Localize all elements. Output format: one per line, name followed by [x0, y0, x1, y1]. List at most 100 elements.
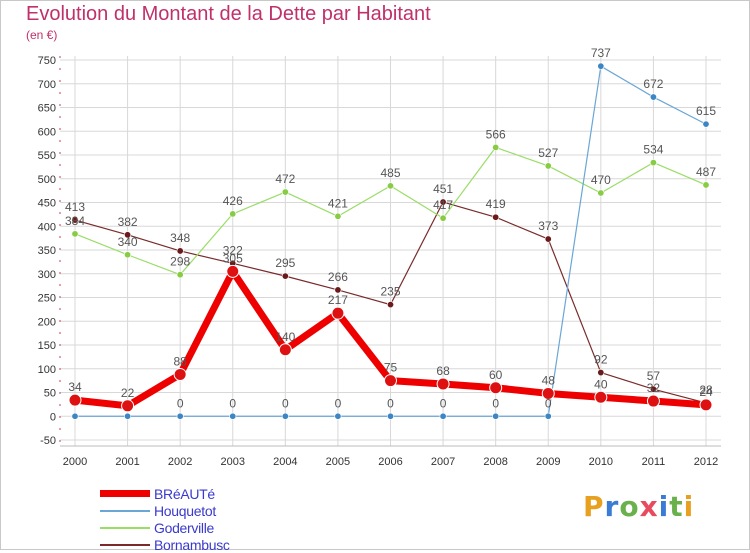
- data-point: [229, 210, 237, 218]
- logo-letter: t: [669, 490, 684, 523]
- legend-label: Bornambusc: [154, 536, 230, 553]
- legend-swatch: [100, 543, 150, 546]
- data-label: 322: [223, 243, 243, 257]
- data-point: [439, 412, 447, 420]
- data-point: [334, 412, 342, 420]
- legend-item: Goderville: [100, 519, 230, 536]
- data-label: 266: [328, 270, 348, 284]
- data-label: 485: [380, 166, 400, 180]
- data-point: [386, 301, 394, 309]
- data-label: 217: [328, 293, 348, 307]
- data-point: [68, 393, 82, 407]
- x-tick-label: 2012: [694, 456, 718, 468]
- data-label: 382: [118, 215, 138, 229]
- data-point: [124, 231, 132, 239]
- data-label: 0: [440, 396, 447, 410]
- data-point: [489, 381, 503, 395]
- data-label: 426: [223, 194, 243, 208]
- y-tick-label: 200: [38, 316, 56, 328]
- data-label: 140: [275, 330, 295, 344]
- data-label: 295: [275, 256, 295, 270]
- data-point: [334, 286, 342, 294]
- data-point: [597, 189, 605, 197]
- chart-title: Evolution du Montant de la Dette par Hab…: [26, 3, 431, 25]
- y-tick-label: 500: [38, 174, 56, 186]
- data-point: [386, 182, 394, 190]
- data-point: [541, 386, 555, 400]
- data-point: [281, 272, 289, 280]
- x-tick-label: 2005: [326, 456, 350, 468]
- data-point: [702, 181, 710, 189]
- data-label: 417: [433, 198, 453, 212]
- data-point: [646, 394, 660, 408]
- data-label: 421: [328, 196, 348, 210]
- legend-label: Houquetot: [154, 502, 216, 519]
- data-label: 305: [223, 251, 243, 265]
- x-tick-label: 2002: [168, 456, 192, 468]
- data-label: 60: [489, 368, 503, 382]
- data-point: [334, 212, 342, 220]
- y-tick-label: 550: [38, 150, 56, 162]
- y-tick-label: 300: [38, 269, 56, 281]
- data-point: [597, 62, 605, 70]
- x-tick-label: 2003: [221, 456, 245, 468]
- data-point: [124, 412, 132, 420]
- logo-letter: P: [583, 490, 605, 523]
- data-label: 672: [643, 77, 663, 91]
- x-tick-label: 2000: [63, 456, 87, 468]
- x-tick-label: 2009: [536, 456, 560, 468]
- data-point: [492, 213, 500, 221]
- data-point: [281, 188, 289, 196]
- data-point: [331, 306, 345, 320]
- data-point: [436, 377, 450, 391]
- data-label: 88: [173, 354, 187, 368]
- x-tick-label: 2008: [483, 456, 507, 468]
- legend-label: BRéAUTé: [154, 485, 215, 502]
- data-point: [597, 369, 605, 377]
- data-point: [176, 271, 184, 279]
- data-point: [176, 247, 184, 255]
- legend-item: Bornambusc: [100, 536, 230, 553]
- data-point: [173, 367, 187, 381]
- data-label: 0: [177, 396, 184, 410]
- x-tick-label: 2010: [589, 456, 613, 468]
- data-point: [544, 235, 552, 243]
- data-label: 0: [229, 396, 236, 410]
- legend-swatch: [100, 526, 150, 529]
- data-label: 451: [433, 182, 453, 196]
- legend-item: BRéAUTé: [100, 485, 230, 502]
- y-tick-label: 600: [38, 126, 56, 138]
- data-point: [649, 385, 657, 393]
- data-label: 534: [643, 143, 663, 157]
- data-label: 527: [538, 146, 558, 160]
- data-label: 413: [65, 200, 85, 214]
- data-label: 68: [436, 364, 450, 378]
- data-label: 0: [282, 396, 289, 410]
- data-label: 472: [275, 172, 295, 186]
- y-tick-label: 250: [38, 293, 56, 305]
- data-point: [278, 343, 292, 357]
- data-point: [492, 143, 500, 151]
- data-point: [384, 374, 397, 388]
- data-point: [71, 216, 79, 224]
- data-label: 0: [492, 396, 499, 410]
- data-label: 615: [696, 104, 716, 118]
- chart-legend: BRéAUTé Houquetot Goderville Bornambusc: [100, 485, 230, 553]
- data-point: [121, 399, 135, 413]
- data-label: 566: [486, 127, 506, 141]
- data-point: [386, 412, 394, 420]
- legend-swatch: [100, 509, 150, 512]
- data-point: [226, 264, 240, 278]
- logo-letter: i: [683, 490, 695, 523]
- y-tick-label: 400: [38, 221, 56, 233]
- data-point: [544, 412, 552, 420]
- data-label: 235: [380, 285, 400, 299]
- data-label: 48: [542, 373, 556, 387]
- x-tick-label: 2007: [431, 456, 455, 468]
- data-point: [439, 214, 447, 222]
- data-label: 298: [170, 255, 190, 269]
- legend-swatch: [100, 490, 150, 497]
- data-point: [176, 412, 184, 420]
- data-label: 470: [591, 173, 611, 187]
